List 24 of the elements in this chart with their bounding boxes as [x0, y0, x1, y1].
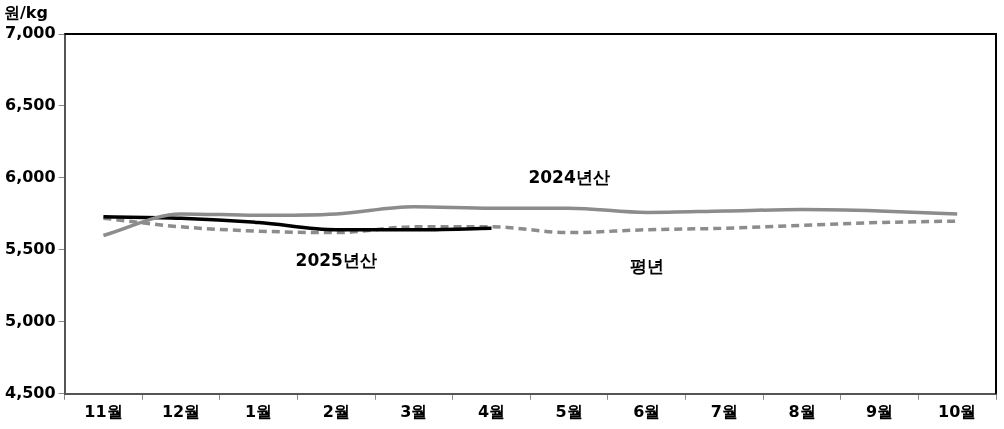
series-label: 2025년산: [295, 250, 377, 271]
y-tick-label: 7,000: [5, 23, 56, 43]
x-tick-label: 4월: [477, 401, 506, 421]
x-tick-label: 7월: [710, 401, 738, 421]
x-tick-label: 1월: [245, 401, 273, 421]
x-tick-label: 3월: [400, 401, 428, 421]
y-tick-label: 6,000: [5, 167, 56, 187]
y-tick-label: 6,500: [5, 95, 56, 115]
series-label: 2024년산: [528, 166, 610, 187]
line-series: [101, 215, 494, 232]
y-axis-title: 원/kg: [4, 3, 48, 23]
x-tick-label: 9월: [866, 401, 894, 421]
series-label: 평년: [629, 256, 664, 277]
x-tick-label: 8월: [788, 401, 816, 421]
x-tick-label: 12월: [161, 401, 201, 421]
x-tick-label: 10월: [938, 401, 977, 421]
x-tick-label: 6월: [633, 401, 661, 421]
x-tick-label: 11월: [84, 401, 123, 421]
x-tick-label: 2월: [322, 401, 350, 421]
line-series: [101, 204, 959, 238]
x-tick-label: 5월: [555, 401, 583, 421]
y-tick-label: 4,500: [5, 382, 56, 402]
y-tick-label: 5,000: [5, 311, 56, 330]
y-tick-label: 5,500: [5, 239, 56, 259]
